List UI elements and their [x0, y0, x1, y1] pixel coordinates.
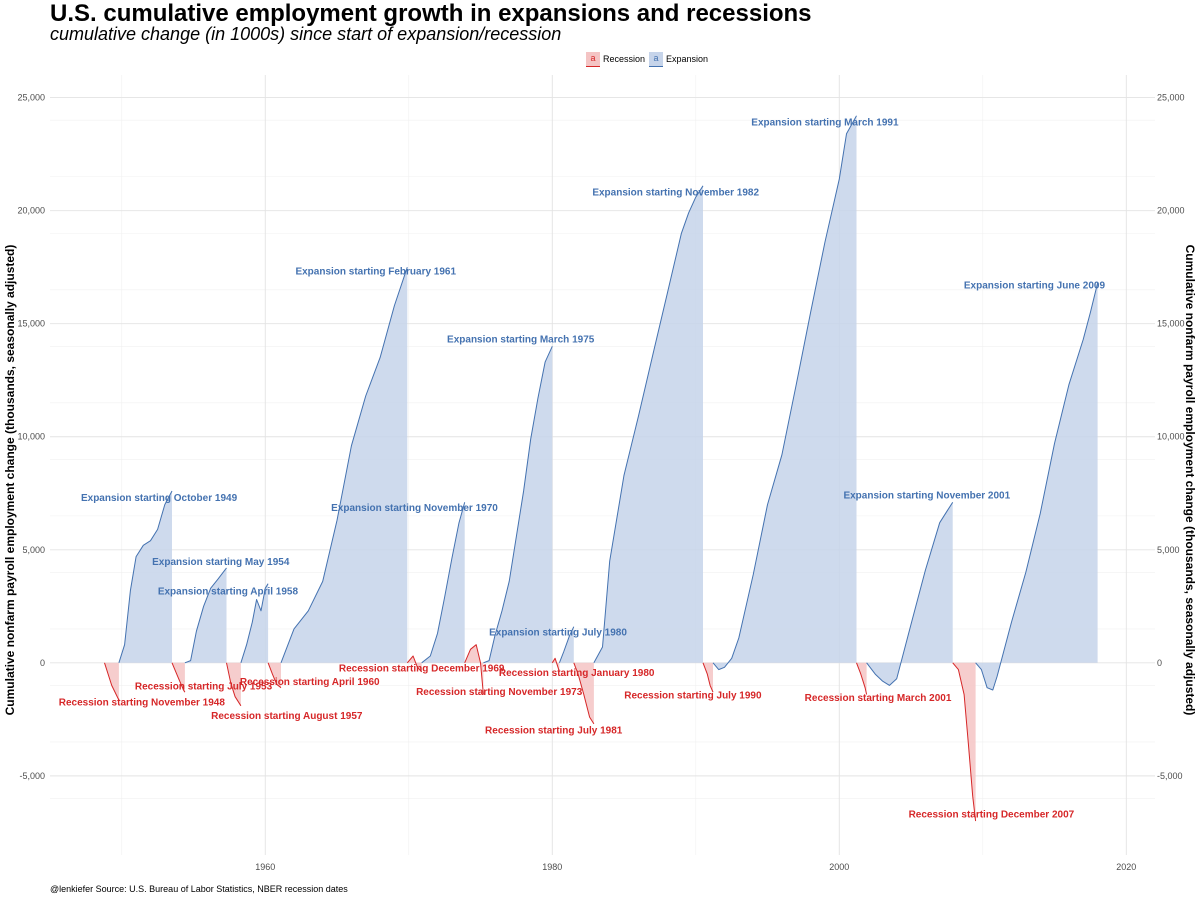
y-tick-label-right: 5,000 [1157, 545, 1180, 555]
x-tick-label: 2000 [829, 862, 849, 872]
recession-annotation: Recession starting November 1973 [416, 687, 583, 698]
expansion-line [866, 502, 954, 686]
legend-item-recession: a Recession [586, 51, 646, 67]
recession-annotation: Recession starting August 1957 [211, 711, 363, 722]
x-tick-label: 2020 [1116, 862, 1136, 872]
expansion-annotation: Expansion starting November 1982 [592, 188, 759, 199]
legend-item-expansion: a Expansion [649, 51, 709, 67]
expansion-annotation: Expansion starting November 2001 [843, 491, 1010, 502]
recession-area [952, 662, 976, 822]
source-caption: @lenkiefer Source: U.S. Bureau of Labor … [50, 884, 348, 894]
y-tick-label-right: 10,000 [1157, 432, 1185, 442]
expansion-annotation: Expansion starting February 1961 [295, 267, 456, 278]
expansion-area [593, 185, 703, 663]
expansion-line [712, 115, 857, 671]
legend: a Recession a Expansion [586, 51, 712, 67]
expansion-annotation: Expansion starting November 1970 [331, 503, 498, 514]
expansion-annotation: Expansion starting July 1980 [489, 627, 627, 638]
recession-line [406, 655, 423, 673]
expansion-line [975, 282, 1099, 691]
recession-line [226, 662, 242, 707]
y-axis-title-right: Cumulative nonfarm payroll employment ch… [1183, 244, 1197, 716]
recession-annotation: Recession starting July 1981 [485, 726, 623, 737]
expansion-line [483, 346, 553, 664]
expansion-annotation: Expansion starting May 1954 [152, 557, 290, 568]
expansion-area [866, 502, 953, 686]
y-tick-label-left: 0 [40, 658, 45, 668]
y-tick-label-left: 15,000 [17, 319, 45, 329]
y-tick-label-left: 10,000 [17, 432, 45, 442]
recession-annotation: Recession starting July 1990 [624, 691, 762, 702]
x-tick-label: 1980 [542, 862, 562, 872]
recession-annotation: Recession starting March 2001 [805, 693, 952, 704]
recession-line [464, 644, 484, 695]
expansion-annotation: Expansion starting October 1949 [81, 493, 238, 504]
recession-area [552, 658, 560, 672]
recession-line [573, 662, 595, 725]
expansion-area [483, 346, 553, 663]
expansion-line [280, 267, 408, 663]
expansion-annotation: Expansion starting June 2009 [964, 280, 1106, 291]
y-tick-label-left: 5,000 [22, 545, 45, 555]
recession-annotation: Recession starting December 1969 [339, 663, 505, 674]
x-tick-label: 1960 [255, 862, 275, 872]
y-axis-title-left: Cumulative nonfarm payroll employment ch… [3, 244, 17, 716]
expansion-area [975, 283, 1098, 690]
recession-annotation: Recession starting January 1980 [499, 668, 655, 679]
y-tick-label-right: -5,000 [1157, 771, 1183, 781]
expansion-area [421, 502, 465, 663]
y-tick-label-left: -5,000 [19, 771, 45, 781]
expansion-line [240, 583, 269, 663]
y-tick-label-right: 20,000 [1157, 206, 1185, 216]
expansion-line [558, 626, 575, 663]
recession-area [104, 662, 119, 701]
legend-label-recession: Recession [603, 54, 646, 64]
recession-area [856, 662, 867, 695]
legend-key-expansion: a [649, 51, 664, 67]
y-tick-label-left: 25,000 [17, 93, 45, 103]
recession-line [952, 662, 977, 822]
recession-line [267, 662, 282, 689]
expansion-area [713, 115, 857, 670]
expansion-area [281, 267, 408, 663]
recession-area [226, 662, 241, 706]
recession-annotation: Recession starting December 2007 [909, 809, 1075, 820]
expansion-annotation: Expansion starting March 1991 [751, 117, 899, 128]
expansion-area [240, 583, 269, 663]
expansion-line [118, 490, 173, 663]
legend-label-expansion: Expansion [666, 54, 709, 64]
chart-title: U.S. cumulative employment growth in exp… [50, 0, 812, 27]
recession-area [268, 662, 281, 688]
y-tick-label-right: 15,000 [1157, 319, 1185, 329]
expansion-line [184, 567, 227, 664]
y-tick-label-right: 0 [1157, 658, 1162, 668]
recession-area [703, 662, 713, 693]
expansion-annotation: Expansion starting April 1958 [158, 587, 299, 598]
recession-line [702, 662, 714, 693]
expansion-line [593, 185, 704, 664]
expansion-annotation: Expansion starting March 1975 [447, 335, 595, 346]
y-tick-label-left: 20,000 [17, 206, 45, 216]
expansion-line [421, 502, 466, 664]
expansion-area [184, 567, 227, 663]
recession-annotation: Recession starting April 1960 [240, 677, 380, 688]
expansion-area [118, 491, 172, 663]
recession-line [171, 662, 186, 693]
recession-annotation: Recession starting November 1948 [59, 697, 226, 708]
recession-line [551, 657, 560, 673]
recession-line [104, 662, 120, 701]
recession-line [856, 662, 868, 695]
legend-key-recession: a [586, 51, 600, 67]
recession-annotation: Recession starting July 1953 [135, 682, 273, 693]
chart-subtitle: cumulative change (in 1000s) since start… [50, 24, 562, 44]
y-tick-label-right: 25,000 [1157, 93, 1185, 103]
